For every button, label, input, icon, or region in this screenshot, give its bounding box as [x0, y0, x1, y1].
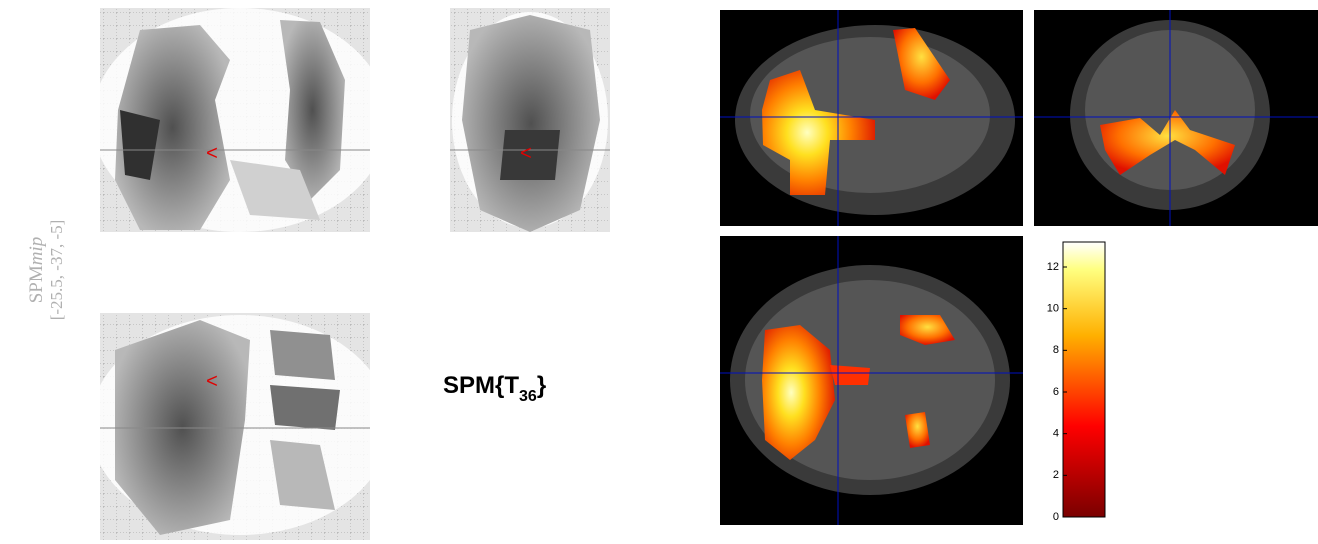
svg-text:<: < [520, 142, 532, 164]
mip-title: SPMmip [26, 237, 47, 304]
spm-results-window: SPMmip [-25.5, -37, -5] < < < SPM{T36} [0, 0, 1318, 544]
svg-text:<: < [206, 142, 218, 164]
mip-name: SPM [26, 265, 47, 303]
mip-suffix: mip [26, 237, 47, 266]
statistic-label: SPM{T36} [443, 372, 546, 405]
colorbar-tick-label: 8 [1053, 344, 1059, 356]
mip-axial: < [90, 313, 390, 540]
overlay-coronal [1034, 10, 1318, 226]
colorbar-tick-label: 10 [1047, 303, 1059, 315]
statistic-suffix: } [537, 372, 546, 399]
colorbar-tick-label: 0 [1053, 511, 1059, 523]
mip-coordinates: [-25.5, -37, -5] [47, 220, 66, 321]
colorbar-tick-label: 6 [1053, 386, 1059, 398]
svg-text:<: < [206, 370, 218, 392]
colorbar-tick-label: 4 [1053, 428, 1059, 440]
colorbar-tick-label: 2 [1053, 469, 1059, 481]
colorbar-gradient [1063, 242, 1105, 517]
colorbar-tick-label: 12 [1047, 261, 1059, 273]
statistic-df: 36 [519, 388, 537, 405]
overlay-sagittal [720, 10, 1023, 226]
colorbar: 0 2 4 6 8 10 12 [1047, 242, 1105, 523]
mip-label: SPMmip [-25.5, -37, -5] [26, 220, 66, 321]
mip-sagittal: < [92, 8, 388, 232]
statistic-prefix: SPM{T [443, 372, 519, 399]
overlay-axial [720, 236, 1023, 525]
mip-coronal: < [450, 8, 610, 232]
